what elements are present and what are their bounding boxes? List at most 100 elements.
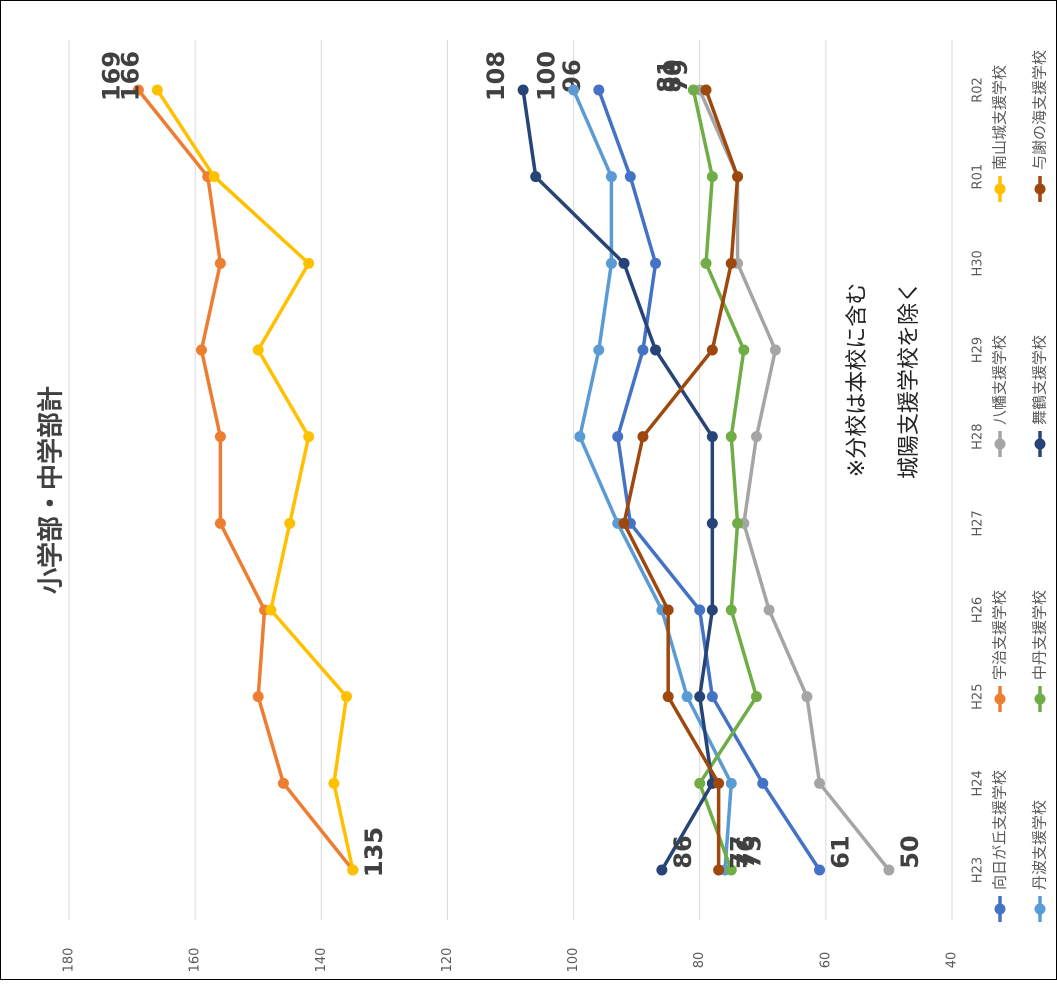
point [757, 777, 769, 789]
point [618, 257, 630, 269]
point [656, 864, 668, 876]
legend-marker [1034, 183, 1046, 195]
data-label: 81 [652, 59, 680, 92]
data-label: 166 [116, 51, 144, 101]
point [706, 517, 718, 529]
data-label: 75 [738, 835, 766, 868]
legend-label: 南山城支援学校 [991, 65, 1009, 170]
line [571, 89, 733, 871]
point [574, 431, 586, 443]
legend-marker [994, 183, 1006, 195]
line [137, 88, 355, 872]
point [738, 344, 750, 356]
data-label: 76 [732, 835, 760, 868]
point [713, 777, 725, 789]
data-label: 61 [827, 835, 855, 868]
legend-marker [1034, 903, 1046, 915]
data-label: 86 [669, 835, 697, 868]
point [208, 171, 220, 183]
legend-label: 与謝の海支援学校 [1031, 50, 1049, 170]
point [694, 777, 706, 789]
x-tick-label: H29 [971, 337, 986, 363]
x-tick-label: R01 [971, 164, 986, 190]
legend-label: 舞鶴支援学校 [1031, 335, 1049, 425]
point [700, 257, 712, 269]
y-tick-label: 80 [692, 952, 707, 969]
point [763, 604, 775, 616]
x-tick-label: H28 [971, 424, 986, 450]
data-label: 108 [482, 51, 510, 101]
data-label: 169 [97, 51, 125, 101]
point [706, 171, 718, 183]
line [521, 89, 715, 871]
line [622, 89, 740, 870]
point [750, 691, 762, 703]
x-tick-label: H24 [971, 770, 986, 796]
point [637, 344, 649, 356]
legend-label: 宇治支援学校 [991, 590, 1009, 680]
point [195, 344, 207, 356]
point [303, 257, 315, 269]
point [706, 431, 718, 443]
legend-label: 中丹支援学校 [1031, 590, 1049, 680]
x-tick-label: H23 [971, 857, 986, 883]
data-label: 50 [896, 835, 924, 868]
y-tick-label: 180 [62, 948, 77, 973]
point [277, 777, 289, 789]
point [252, 344, 264, 356]
point [593, 344, 605, 356]
y-tick-label: 160 [188, 948, 203, 973]
point [713, 864, 725, 876]
point [687, 84, 699, 96]
legend-marker [994, 438, 1006, 450]
point [265, 604, 277, 616]
point [769, 344, 781, 356]
data-label: 79 [665, 59, 693, 92]
data-label: 77 [726, 835, 754, 868]
point [725, 431, 737, 443]
plot-group: 小学部・中学部計 ※分校は本校に含む 城陽支援学校を除く 40 60 80 100 12… [36, 40, 1049, 972]
point [637, 431, 649, 443]
x-tick-label: H30 [971, 250, 986, 276]
point [706, 344, 718, 356]
legend-marker [994, 903, 1006, 915]
point [624, 171, 636, 183]
point [681, 691, 693, 703]
y-tick-label: 100 [566, 948, 581, 973]
line [597, 89, 822, 871]
line [698, 89, 891, 872]
legend-label: 八幡支援学校 [991, 335, 1009, 425]
x-tick-label: R02 [971, 77, 986, 103]
point [328, 777, 340, 789]
chart-title: 小学部・中学部計 [36, 386, 67, 594]
line [155, 89, 355, 871]
legend-label: 向日が丘支援学校 [991, 770, 1009, 890]
point [252, 691, 264, 703]
legend-marker [1034, 693, 1046, 705]
point [214, 517, 226, 529]
point [725, 257, 737, 269]
point [214, 431, 226, 443]
annotation: ※分校は本校に含む [845, 283, 870, 477]
y-tick-label: 140 [314, 948, 329, 973]
x-tick-label: H25 [971, 684, 986, 710]
point [530, 171, 542, 183]
data-label: 100 [533, 51, 561, 101]
point [605, 257, 617, 269]
y-tick-label: 120 [440, 948, 455, 973]
point [593, 84, 605, 96]
point [662, 604, 674, 616]
point [605, 171, 617, 183]
point [814, 777, 826, 789]
point [612, 431, 624, 443]
point [284, 517, 296, 529]
point [732, 171, 744, 183]
point [568, 84, 580, 96]
legend-marker [1034, 438, 1046, 450]
point [662, 691, 674, 703]
annotation: 城陽支援学校を除く [897, 281, 922, 479]
point [725, 604, 737, 616]
point [132, 84, 144, 96]
